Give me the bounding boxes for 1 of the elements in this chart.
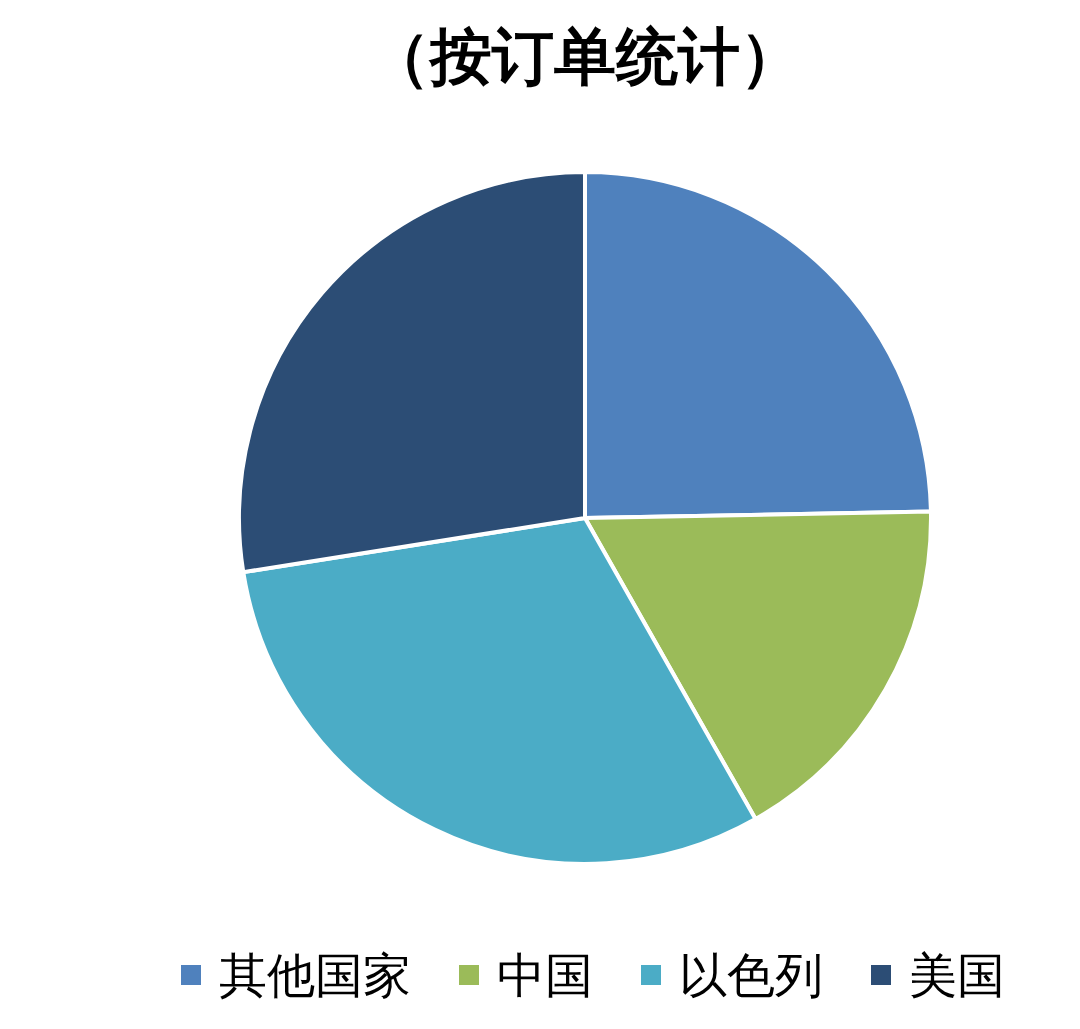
title: （按订单统计） [368, 20, 802, 93]
